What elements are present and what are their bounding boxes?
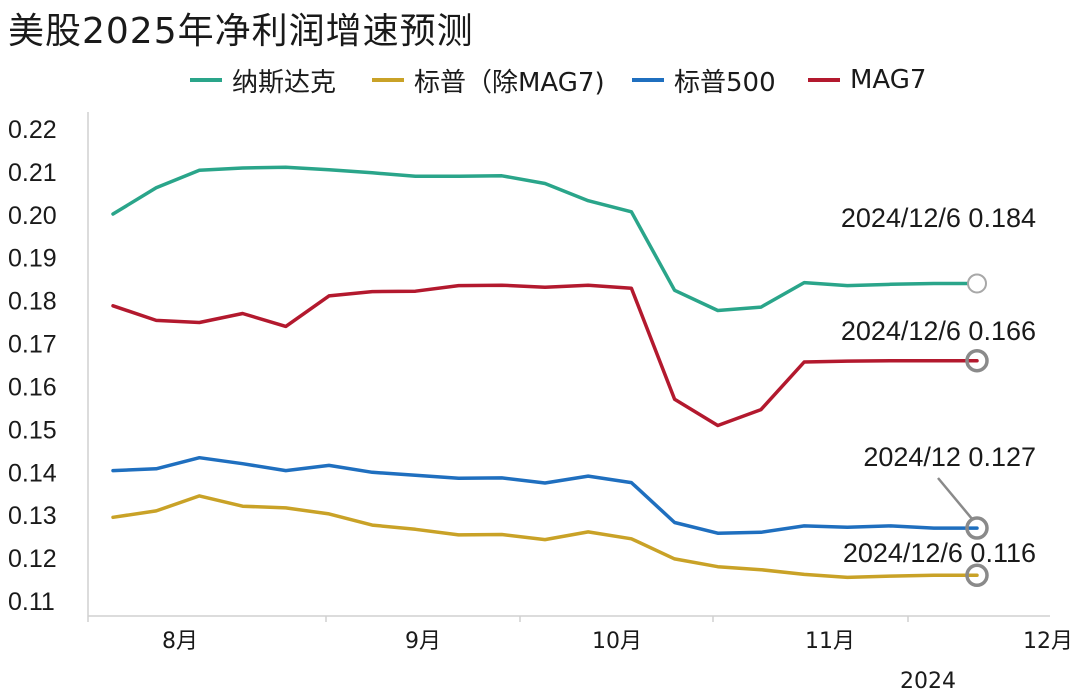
series-line-nasdaq bbox=[111, 165, 979, 313]
annotation-marker bbox=[965, 348, 989, 373]
legend-swatch-nasdaq bbox=[190, 78, 222, 82]
y-tick-label: 0.18 bbox=[8, 288, 57, 316]
y-tick-label: 0.13 bbox=[8, 502, 57, 530]
chart-legend: 纳斯达克 标普（除MAG7) 标普500 MAG7 bbox=[0, 58, 1080, 102]
annotation-leader-line bbox=[937, 477, 974, 521]
annotation-marker bbox=[967, 273, 987, 294]
series-line-mag7 bbox=[111, 283, 979, 428]
y-tick-label: 0.17 bbox=[8, 331, 57, 359]
series-line-sp-ex-mag7 bbox=[111, 494, 979, 580]
x-tick-label: 12月 bbox=[1023, 629, 1073, 654]
x-tick-label: 10月 bbox=[592, 629, 642, 654]
y-tick-label: 0.21 bbox=[8, 159, 57, 187]
chart-title: 美股2025年净利润增速预测 bbox=[8, 11, 474, 52]
y-tick-label: 0.22 bbox=[8, 116, 57, 144]
x-year-label: 2024 bbox=[900, 669, 956, 694]
legend-label-sp-ex-mag7: 标普（除MAG7) bbox=[414, 67, 605, 98]
annotation-label: 2024/12 0.127 bbox=[863, 442, 1036, 472]
legend-swatch-sp500 bbox=[632, 78, 664, 82]
y-tick-label: 0.19 bbox=[8, 245, 57, 273]
annotation-label: 2024/12/6 0.184 bbox=[841, 203, 1036, 233]
legend-swatch-sp-ex-mag7 bbox=[372, 78, 404, 82]
legend-swatch-mag7 bbox=[808, 78, 840, 82]
y-tick-label: 0.20 bbox=[8, 202, 57, 230]
y-tick-label: 0.15 bbox=[8, 416, 57, 444]
legend-item-sp500: 标普500 bbox=[632, 58, 776, 102]
legend-label-sp500: 标普500 bbox=[674, 67, 776, 98]
x-tick-label: 8月 bbox=[162, 629, 198, 654]
annotation-marker bbox=[965, 563, 989, 588]
y-tick-label: 0.11 bbox=[8, 588, 55, 616]
legend-item-nasdaq: 纳斯达克 bbox=[190, 58, 336, 102]
annotation-label: 2024/12/6 0.166 bbox=[841, 316, 1036, 346]
legend-label-nasdaq: 纳斯达克 bbox=[232, 67, 337, 98]
series-line-sp500 bbox=[111, 455, 979, 535]
legend-item-sp-ex-mag7: 标普（除MAG7) bbox=[372, 58, 605, 102]
annotation-label: 2024/12/6 0.116 bbox=[843, 538, 1036, 568]
y-tick-label: 0.14 bbox=[8, 459, 57, 487]
x-tick-label: 9月 bbox=[405, 629, 441, 654]
x-tick-label: 11月 bbox=[805, 629, 855, 654]
y-tick-label: 0.12 bbox=[8, 545, 57, 573]
legend-item-mag7: MAG7 bbox=[808, 58, 926, 102]
y-tick-label: 0.16 bbox=[8, 373, 57, 401]
legend-label-mag7: MAG7 bbox=[850, 65, 927, 95]
annotation-marker bbox=[965, 516, 989, 540]
